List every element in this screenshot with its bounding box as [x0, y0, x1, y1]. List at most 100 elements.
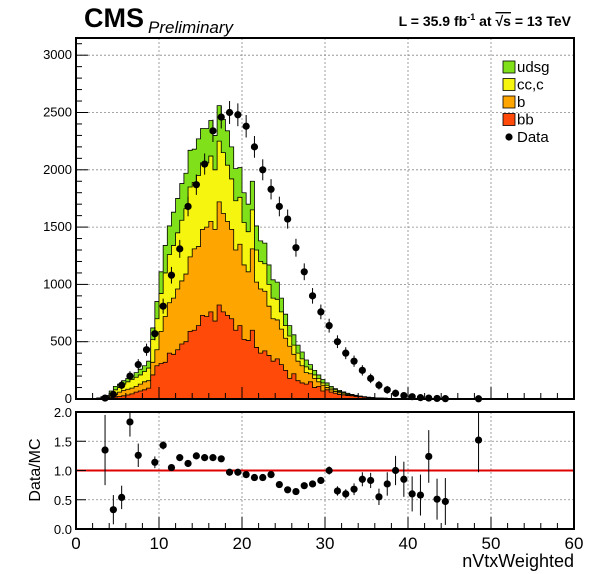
ratio-point	[234, 469, 241, 476]
y-tick-label: 3000	[43, 47, 72, 62]
data-point	[367, 375, 374, 382]
data-point	[326, 322, 333, 329]
ratio-point	[110, 506, 117, 513]
ratio-point	[118, 494, 125, 501]
data-point	[143, 346, 150, 353]
ratio-y-tick-label: 1.0	[54, 464, 72, 479]
x-tick-label: 20	[233, 534, 252, 553]
y-tick-label: 0	[65, 391, 72, 406]
data-point	[201, 160, 208, 167]
data-point	[276, 203, 283, 210]
legend-label-b: b	[517, 94, 525, 111]
ratio-point	[209, 454, 216, 461]
ratio-point	[243, 471, 250, 478]
legend-label-cc_c: cc,c	[517, 77, 544, 94]
ratio-y-tick-label: 2.0	[54, 405, 72, 420]
data-point	[184, 203, 191, 210]
ratio-point	[367, 477, 374, 484]
ratio-y-label: Data/MC	[27, 438, 44, 501]
x-axis-label: nVtxWeighted	[462, 551, 574, 571]
ratio-points	[101, 412, 482, 525]
data-point	[110, 391, 117, 398]
legend-label-udsg: udsg	[517, 59, 550, 76]
legend-label-bb: bb	[517, 112, 534, 129]
stacked-histogram	[84, 106, 416, 399]
data-point	[193, 181, 200, 188]
legend-marker-data	[505, 133, 512, 140]
data-point	[209, 127, 216, 134]
ratio-point	[226, 469, 233, 476]
ratio-point	[168, 464, 175, 471]
data-point	[292, 244, 299, 251]
ratio-point	[135, 452, 142, 459]
legend-label-data: Data	[517, 129, 549, 146]
legend-swatch-cc_c	[503, 79, 515, 91]
ratio-point	[475, 436, 482, 443]
data-point	[392, 390, 399, 397]
ratio-point	[218, 455, 225, 462]
experiment-label: CMS	[84, 3, 144, 33]
ratio-point	[433, 496, 440, 503]
data-point	[234, 111, 241, 118]
y-tick-label: 500	[50, 334, 72, 349]
data-point	[226, 109, 233, 116]
ratio-point	[392, 467, 399, 474]
ratio-point	[284, 486, 291, 493]
data-point	[309, 292, 316, 299]
y-tick-label: 1500	[43, 219, 72, 234]
ratio-point	[342, 490, 349, 497]
data-point	[168, 272, 175, 279]
data-point	[359, 367, 366, 374]
ratio-point	[409, 490, 416, 497]
ratio-point	[317, 477, 324, 484]
lumi-text: L = 35.9 fb	[399, 13, 468, 29]
ratio-y-tick-label: 1.5	[54, 434, 72, 449]
status-label: Preliminary	[148, 18, 235, 37]
ratio-point	[384, 480, 391, 487]
data-point	[301, 268, 308, 275]
x-tick-label: 40	[399, 534, 418, 553]
energy-pre: at	[475, 13, 495, 29]
ratio-panel: 0 10 20 30 40 50 60 0.0 0.5 1.0 1.5 2.0 Data/MC nVt…	[27, 405, 583, 571]
ratio-point	[151, 459, 158, 466]
legend-swatch-bb	[503, 114, 515, 126]
ratio-point	[309, 480, 316, 487]
ratio-point	[334, 487, 341, 494]
ratio-point	[126, 418, 133, 425]
data-point	[176, 245, 183, 252]
x-tick-label: 10	[150, 534, 169, 553]
ratio-point	[193, 452, 200, 459]
data-point	[417, 394, 424, 401]
legend-swatch-udsg	[503, 61, 515, 73]
ratio-point	[417, 491, 424, 498]
data-point	[375, 382, 382, 389]
data-point	[218, 113, 225, 120]
data-point	[342, 350, 349, 357]
ratio-point	[259, 474, 266, 481]
ratio-point	[292, 488, 299, 495]
data-point	[118, 382, 125, 389]
x-tick-label: 30	[316, 534, 335, 553]
ratio-y-tick-label: 0.5	[54, 493, 72, 508]
legend-swatch-b	[503, 96, 515, 108]
y-tick-label: 2500	[43, 104, 72, 119]
ratio-point	[160, 442, 167, 449]
data-point	[251, 143, 258, 150]
ratio-point	[176, 454, 183, 461]
ratio-point	[201, 454, 208, 461]
ratio-y-tick-label: 0.0	[54, 522, 72, 537]
ratio-point	[400, 476, 407, 483]
ratio-point	[350, 486, 357, 493]
data-point	[160, 303, 167, 310]
y-tick-label: 1000	[43, 276, 72, 291]
ratio-point	[276, 481, 283, 488]
ratio-point	[326, 467, 333, 474]
data-point	[135, 361, 142, 368]
ratio-point	[425, 453, 432, 460]
lumi-sup: -1	[467, 12, 475, 22]
y-tick-label: 2000	[43, 162, 72, 177]
ratio-point	[442, 498, 449, 505]
